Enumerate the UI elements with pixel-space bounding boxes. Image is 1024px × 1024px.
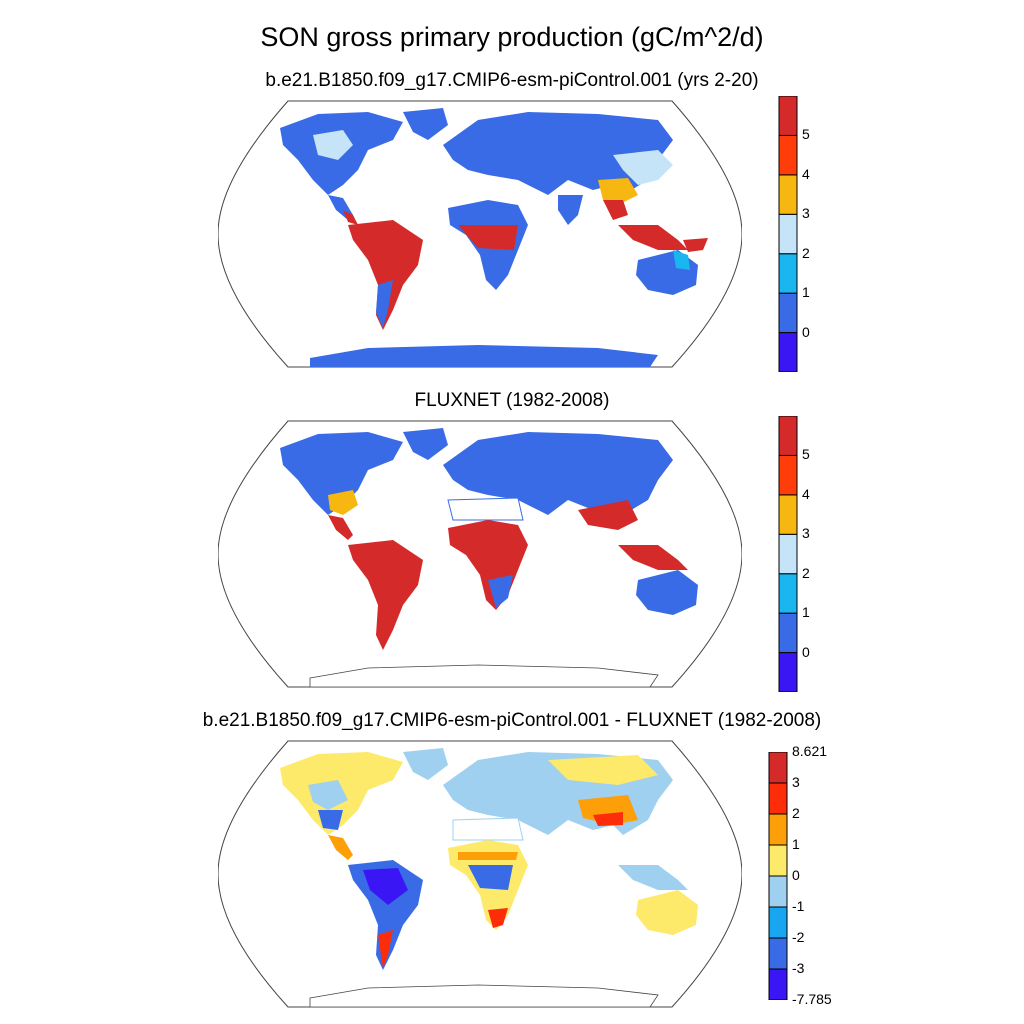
colorbar-label: 0	[802, 643, 810, 660]
colorbar-label: -7.785	[792, 991, 832, 1007]
panel-3-map	[218, 740, 742, 1008]
colorbar-box	[768, 875, 788, 908]
colorbar-box	[778, 573, 798, 614]
colorbar-box	[768, 844, 788, 877]
panel-2-land	[280, 428, 698, 688]
colorbar-box	[768, 752, 788, 784]
colorbar-box	[768, 906, 788, 939]
colorbar-label: 1	[802, 284, 810, 301]
colorbar-box	[768, 813, 788, 846]
colorbar-label: 1	[802, 604, 810, 621]
colorbar-box	[778, 134, 798, 176]
colorbar-box	[778, 416, 798, 456]
panel-1-map	[218, 100, 742, 368]
colorbar-box	[778, 96, 798, 136]
colorbar-box	[778, 253, 798, 294]
panel-1-colorbar-boxes	[778, 96, 798, 372]
colorbar-box	[768, 968, 788, 1000]
colorbar-label: 3	[802, 525, 810, 542]
colorbar-label: 2	[792, 805, 800, 821]
colorbar-label: 3	[792, 774, 800, 790]
panel-2-colorbar	[778, 416, 798, 692]
panel-2-map	[218, 420, 742, 688]
colorbar-label: -3	[792, 960, 805, 976]
panel-2-colorbar-boxes	[778, 416, 798, 692]
colorbar-label: 4	[802, 165, 810, 182]
colorbar-label: -2	[792, 929, 805, 945]
colorbar-label: 5	[802, 446, 810, 463]
colorbar-box	[778, 494, 798, 535]
panel-1-title: b.e21.B1850.f09_g17.CMIP6-esm-piControl.…	[265, 70, 759, 91]
panel-1-colorbar	[778, 96, 798, 372]
colorbar-label: 5	[802, 126, 810, 143]
colorbar-label: -1	[792, 898, 805, 914]
colorbar-label: 2	[802, 564, 810, 581]
colorbar-box	[778, 652, 798, 692]
colorbar-box	[768, 782, 788, 815]
panel-3-title: b.e21.B1850.f09_g17.CMIP6-esm-piControl.…	[202, 710, 822, 731]
panel-3-colorbar	[768, 752, 788, 1000]
colorbar-label: 1	[792, 836, 800, 852]
colorbar-label: 0	[792, 867, 800, 883]
colorbar-box	[778, 332, 798, 372]
figure-title: SON gross primary production (gC/m^2/d)	[260, 22, 764, 52]
colorbar-box	[778, 612, 798, 654]
colorbar-box	[778, 292, 798, 334]
colorbar-box	[778, 174, 798, 215]
panel-2-title: FLUXNET (1982-2008)	[414, 390, 610, 411]
panel-3-land	[280, 748, 698, 1008]
colorbar-box	[778, 454, 798, 496]
colorbar-label: 0	[802, 323, 810, 340]
colorbar-label: 8.621	[792, 743, 828, 759]
colorbar-box	[778, 533, 798, 575]
panel-3-colorbar-boxes	[768, 752, 788, 1000]
colorbar-label: 4	[802, 485, 810, 502]
colorbar-box	[778, 213, 798, 255]
panel-1-land	[280, 108, 708, 367]
colorbar-box	[768, 937, 788, 970]
colorbar-label: 2	[802, 244, 810, 261]
colorbar-label: 3	[802, 205, 810, 222]
